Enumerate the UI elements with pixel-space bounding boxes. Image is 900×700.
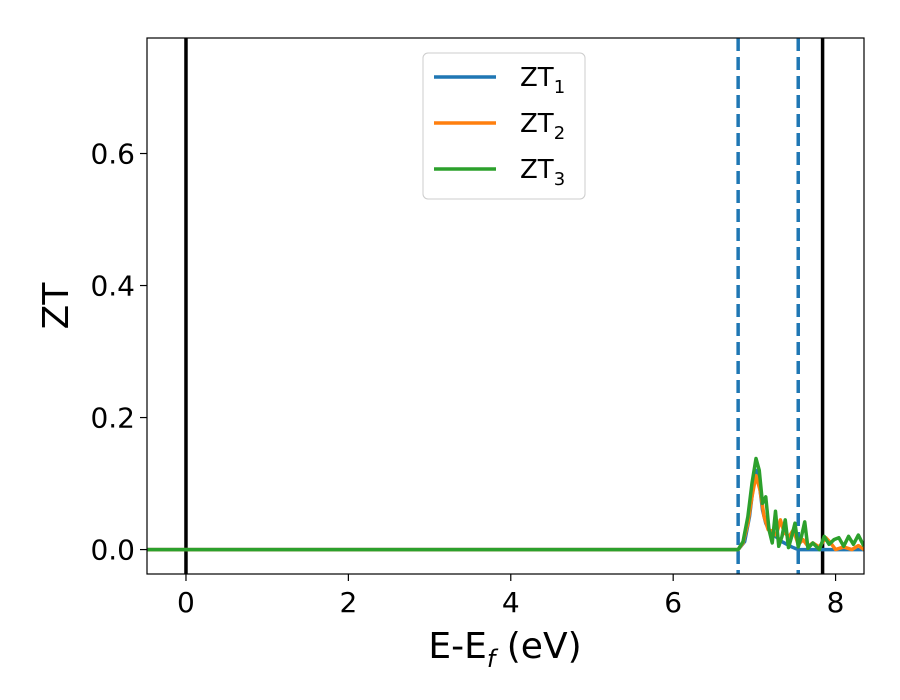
y-tick-label-2: 0.4 <box>90 270 135 303</box>
y-axis-ticks: 0.0 0.2 0.4 0.6 <box>90 138 147 567</box>
y-tick-label-0: 0.0 <box>90 534 135 567</box>
legend-box <box>422 52 586 200</box>
series-lines <box>147 456 864 552</box>
plot-frame <box>146 37 865 575</box>
legend: ZT1 ZT2 ZT3 <box>422 52 586 200</box>
x-tick-label-2: 4 <box>502 586 520 619</box>
y-tick-label-3: 0.6 <box>90 138 135 171</box>
legend-label-3: ZT3 <box>520 155 565 190</box>
series-line-2 <box>147 473 864 552</box>
x-tick-label-4: 8 <box>827 586 845 619</box>
series-line-3 <box>147 456 864 552</box>
x-tick-label-1: 2 <box>339 586 357 619</box>
legend-label-1: ZT1 <box>520 63 565 98</box>
legend-label-2: ZT2 <box>520 109 565 144</box>
y-axis-label: ZT <box>36 282 77 330</box>
vertical-reference-lines <box>184 38 825 574</box>
x-tick-label-0: 0 <box>177 586 195 619</box>
x-tick-label-3: 6 <box>664 586 682 619</box>
y-tick-label-1: 0.2 <box>90 402 135 435</box>
x-axis-label: E-Ef (eV) <box>428 626 581 673</box>
x-axis-ticks: 0 2 4 6 8 <box>177 574 844 619</box>
